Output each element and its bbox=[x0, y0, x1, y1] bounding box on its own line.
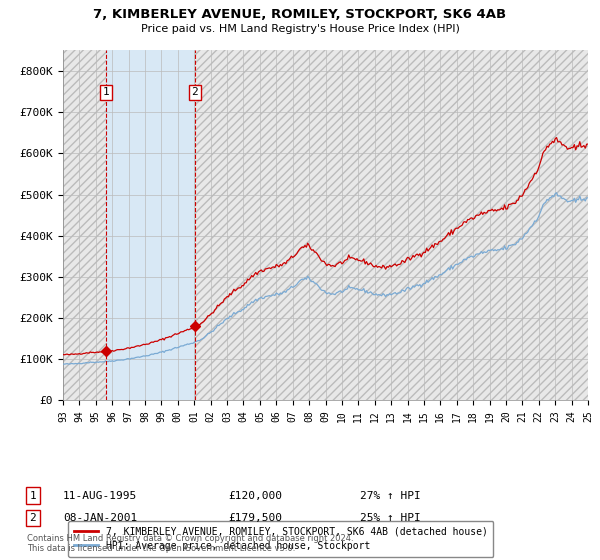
Text: 7, KIMBERLEY AVENUE, ROMILEY, STOCKPORT, SK6 4AB: 7, KIMBERLEY AVENUE, ROMILEY, STOCKPORT,… bbox=[94, 8, 506, 21]
Text: 25% ↑ HPI: 25% ↑ HPI bbox=[360, 513, 421, 523]
Text: Price paid vs. HM Land Registry's House Price Index (HPI): Price paid vs. HM Land Registry's House … bbox=[140, 24, 460, 34]
Bar bbox=[106, 50, 195, 400]
Text: 27% ↑ HPI: 27% ↑ HPI bbox=[360, 491, 421, 501]
Text: 08-JAN-2001: 08-JAN-2001 bbox=[63, 513, 137, 523]
Text: 2: 2 bbox=[29, 513, 37, 523]
Text: 1: 1 bbox=[29, 491, 37, 501]
Bar bbox=[63, 50, 106, 400]
Text: Contains HM Land Registry data © Crown copyright and database right 2024.
This d: Contains HM Land Registry data © Crown c… bbox=[27, 534, 353, 553]
Text: £179,500: £179,500 bbox=[228, 513, 282, 523]
Text: £120,000: £120,000 bbox=[228, 491, 282, 501]
Text: 1: 1 bbox=[103, 87, 109, 97]
Text: 2: 2 bbox=[191, 87, 198, 97]
Bar bbox=[195, 50, 588, 400]
Text: 11-AUG-1995: 11-AUG-1995 bbox=[63, 491, 137, 501]
Legend: 7, KIMBERLEY AVENUE, ROMILEY, STOCKPORT, SK6 4AB (detached house), HPI: Average : 7, KIMBERLEY AVENUE, ROMILEY, STOCKPORT,… bbox=[68, 521, 493, 557]
